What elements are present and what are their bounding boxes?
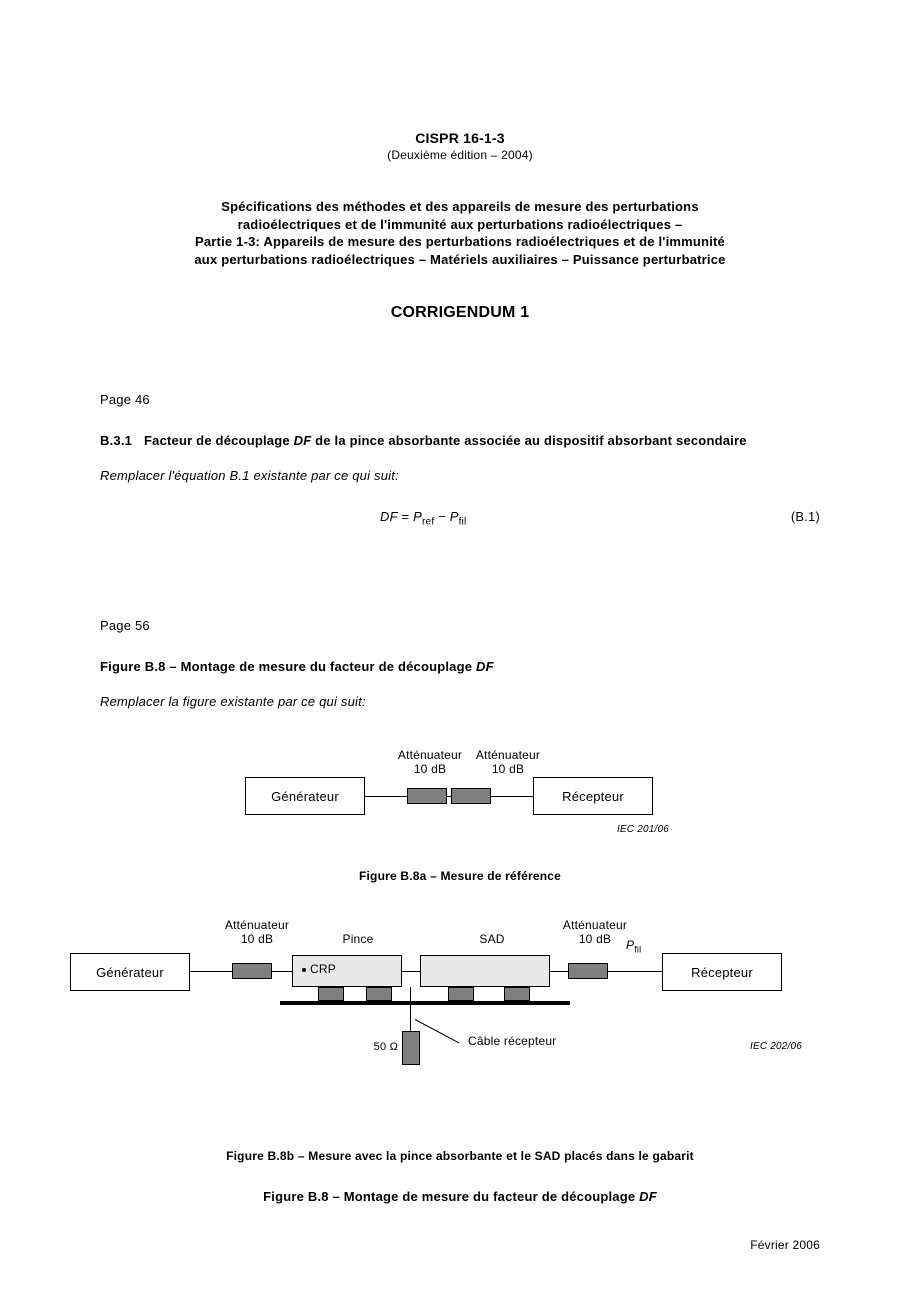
- wire: [550, 971, 568, 972]
- generator-box: Générateur: [245, 777, 365, 815]
- pince-label: Pince: [328, 933, 388, 947]
- generator-box: Générateur: [70, 953, 190, 991]
- sad-box: [420, 955, 550, 987]
- footer-date: Février 2006: [750, 1238, 820, 1252]
- pince-foot-r: [366, 987, 392, 1001]
- figure-b8b-caption: Figure B.8b – Mesure avec la pince absor…: [100, 1149, 820, 1163]
- wire: [272, 971, 292, 972]
- fig-a-row: Générateur Récepteur: [245, 776, 675, 816]
- pince-foot-l: [318, 987, 344, 1001]
- equation-number: (B.1): [791, 509, 820, 524]
- sad-label: SAD: [462, 933, 522, 947]
- wire: [365, 796, 407, 797]
- crp-label: CRP: [310, 963, 336, 977]
- atten-left-label: Atténuateur10 dB: [222, 919, 292, 947]
- doc-edition: (Deuxième édition – 2004): [100, 148, 820, 162]
- spec-l1: Spécifications des méthodes et des appar…: [221, 199, 699, 214]
- receiver-box: Récepteur: [662, 953, 782, 991]
- figure-b8a-caption: Figure B.8a – Mesure de référence: [100, 869, 820, 883]
- pince-box: [292, 955, 402, 987]
- page-ref-56: Page 56: [100, 618, 820, 633]
- ohm-label: 50 Ω: [364, 1041, 398, 1054]
- figure-b8-heading: Figure B.8 – Montage de mesure du facteu…: [100, 659, 820, 674]
- spec-title: Spécifications des méthodes et des appar…: [100, 198, 820, 268]
- corrigendum-title: CORRIGENDUM 1: [100, 304, 820, 322]
- equation-b1: DF = Pref − Pfil (B.1): [100, 509, 820, 528]
- figure-b8-caption: Figure B.8 – Montage de mesure du facteu…: [100, 1189, 820, 1204]
- document-page: CISPR 16-1-3 (Deuxième édition – 2004) S…: [0, 0, 920, 1254]
- sad-foot-l: [448, 987, 474, 1001]
- attenuator-right: [568, 963, 608, 979]
- atten-label-2: Atténuateur: [476, 748, 540, 762]
- instruction-2: Remplacer la figure existante par ce qui…: [100, 694, 820, 709]
- receiver-box: Récepteur: [533, 777, 653, 815]
- figure-b8b: Atténuateur10 dB Pince SAD Atténuateur10…: [70, 919, 850, 1089]
- terminator-50ohm: [402, 1031, 420, 1065]
- wire: [491, 796, 533, 797]
- page-ref-46: Page 46: [100, 392, 820, 407]
- spec-l4: aux perturbations radioélectriques – Mat…: [194, 252, 725, 267]
- cable-label: Câble récepteur: [468, 1035, 556, 1049]
- atten-val-2: 10 dB: [492, 762, 524, 776]
- attenuator-left: [232, 963, 272, 979]
- spec-l2: radioélectriques et de l'immunité aux pe…: [238, 217, 683, 232]
- figure-b8a: Atténuateur 10 dB Atténuateur 10 dB Géné…: [245, 749, 675, 836]
- spec-l3: Partie 1-3: Appareils de mesure des pert…: [195, 234, 725, 249]
- wire-vertical: [410, 987, 411, 1031]
- attenuator-1: [407, 788, 447, 804]
- fig-a-labels: Atténuateur 10 dB Atténuateur 10 dB: [245, 749, 675, 777]
- atten-label-1: Atténuateur: [398, 748, 462, 762]
- doc-id: CISPR 16-1-3: [100, 130, 820, 146]
- pfil-label: Pfil: [626, 939, 641, 955]
- guide-rail: [280, 1001, 570, 1005]
- iec-ref-b: IEC 202/06: [750, 1041, 802, 1052]
- atten-val-1: 10 dB: [414, 762, 446, 776]
- iec-ref-a: IEC 201/06: [245, 824, 675, 835]
- section-b31-heading: B.3.1 Facteur de découplage DF de la pin…: [100, 433, 820, 448]
- wire: [190, 971, 232, 972]
- wire: [402, 971, 420, 972]
- attenuator-2: [451, 788, 491, 804]
- callout-line: [415, 1019, 460, 1043]
- sad-foot-r: [504, 987, 530, 1001]
- section-title: Facteur de découplage DF de la pince abs…: [144, 433, 820, 448]
- atten-right-label: Atténuateur10 dB: [560, 919, 630, 947]
- instruction-1: Remplacer l'équation B.1 existante par c…: [100, 468, 820, 483]
- section-number: B.3.1: [100, 433, 144, 448]
- wire: [608, 971, 662, 972]
- equation-body: DF = Pref − Pfil: [380, 509, 466, 528]
